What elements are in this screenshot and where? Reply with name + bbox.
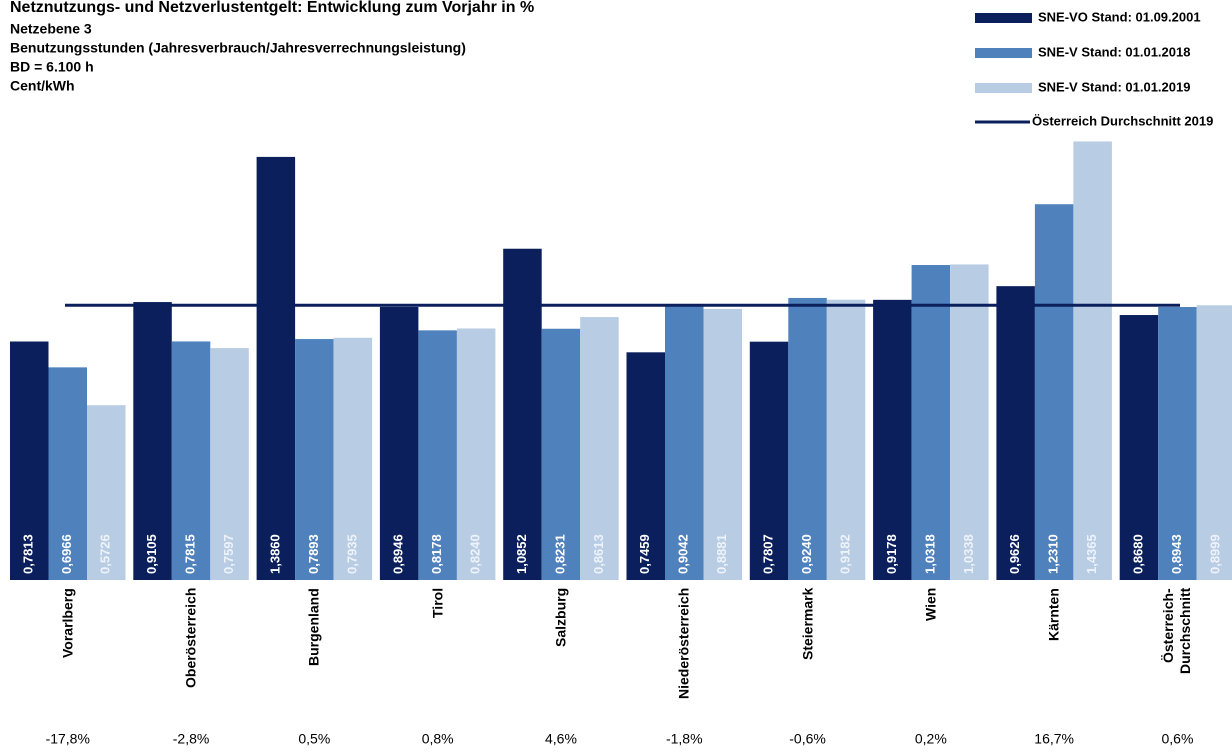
- value-label: 0,7893: [306, 534, 321, 574]
- value-label: 0,8613: [591, 534, 606, 574]
- value-label: 0,7935: [344, 534, 359, 574]
- value-label: 0,8946: [391, 534, 406, 574]
- bar: [826, 299, 866, 580]
- value-label: 0,7597: [221, 534, 236, 574]
- bar: [333, 337, 373, 580]
- value-label: 0,9105: [144, 534, 159, 574]
- bar: [1196, 305, 1232, 580]
- value-label: 0,8881: [714, 534, 729, 574]
- annotation: 16,7%: [1034, 731, 1074, 747]
- bar: [541, 328, 581, 580]
- bar: [418, 330, 457, 580]
- bar: [873, 299, 912, 580]
- x-tick-label: Österreich- Durchschnitt: [1160, 588, 1194, 675]
- value-label: 0,5726: [98, 534, 113, 574]
- legend-swatch: [975, 83, 1032, 93]
- annotation: 0,2%: [915, 731, 947, 747]
- value-label: 0,7815: [182, 534, 197, 574]
- x-tick-label: Oberösterreich: [182, 588, 199, 689]
- x-tick-label: Kärnten: [1045, 588, 1062, 641]
- subtitle: Benutzungsstunden (Jahresverbrauch/Jahre…: [10, 40, 466, 56]
- subtitle: Cent/kWh: [10, 78, 75, 94]
- x-tick-label: Niederösterreich: [675, 588, 692, 700]
- bar: [503, 248, 542, 580]
- value-label: 1,3860: [267, 534, 282, 574]
- value-label: 1,2310: [1046, 534, 1061, 574]
- subtitle: Netzebene 3: [10, 21, 92, 37]
- annotation: -2,8%: [173, 731, 210, 747]
- x-tick-label: Tirol: [429, 588, 446, 619]
- bar: [379, 306, 419, 580]
- value-label: 0,8178: [429, 534, 444, 574]
- annotation: -17,8%: [46, 731, 90, 747]
- value-label: 0,8231: [552, 534, 567, 574]
- bar: [665, 303, 704, 580]
- legend-swatch: [975, 48, 1032, 58]
- bar: [1034, 204, 1074, 580]
- value-label: 1,0852: [514, 534, 529, 574]
- legend-label: SNE-V Stand: 01.01.2018: [1038, 44, 1190, 59]
- bar: [580, 317, 619, 580]
- bar: [87, 405, 126, 580]
- legend-label: Österreich Durchschnitt 2019: [1032, 113, 1213, 128]
- subtitle: BD = 6.100 h: [10, 59, 94, 75]
- value-label: 0,9240: [799, 534, 814, 574]
- value-label: 0,8680: [1130, 534, 1145, 574]
- bar: [950, 264, 989, 580]
- bar: [171, 341, 211, 580]
- value-label: 0,6966: [59, 534, 74, 574]
- bar: [133, 302, 172, 580]
- bar: [295, 339, 334, 580]
- bar: [1158, 307, 1197, 580]
- bar: [788, 297, 827, 580]
- value-label: 0,8999: [1207, 534, 1222, 574]
- bar: [626, 352, 665, 580]
- value-label: 0,9182: [837, 534, 852, 574]
- bar: [256, 156, 296, 580]
- annotation: -0,6%: [789, 731, 826, 747]
- value-label: 1,0338: [961, 534, 976, 574]
- value-label: 0,7813: [21, 534, 36, 574]
- value-label: 0,8943: [1169, 534, 1184, 574]
- bar: [48, 367, 87, 580]
- annotation: -1,8%: [666, 731, 703, 747]
- legend-swatch: [975, 13, 1032, 23]
- legend-label: SNE-VO Stand: 01.09.2001: [1038, 9, 1201, 24]
- bar: [996, 286, 1035, 580]
- annotation: 4,6%: [545, 731, 577, 747]
- bar: [456, 328, 496, 580]
- annotation: 0,6%: [1161, 731, 1193, 747]
- value-label: 0,7459: [637, 534, 652, 574]
- bar: [1119, 315, 1159, 580]
- bar: [10, 341, 49, 580]
- value-label: 0,7807: [760, 534, 775, 574]
- value-label: 0,8240: [468, 534, 483, 574]
- chart-title: Netznutzungs- und Netzverlustentgelt: En…: [10, 0, 534, 16]
- legend-label: SNE-V Stand: 01.01.2019: [1038, 79, 1190, 94]
- bar: [210, 348, 249, 580]
- bar: [749, 341, 789, 580]
- x-tick-label: Salzburg: [552, 588, 569, 648]
- x-tick-label: Wien: [922, 588, 939, 622]
- annotation: 0,8%: [422, 731, 454, 747]
- value-label: 0,9626: [1007, 534, 1022, 574]
- annotation: 0,5%: [298, 731, 330, 747]
- value-label: 1,0318: [922, 534, 937, 574]
- value-label: 0,9042: [676, 534, 691, 574]
- bar: [911, 265, 951, 580]
- x-tick-label: Steiermark: [799, 588, 816, 661]
- x-tick-label: Vorarlberg: [59, 588, 76, 658]
- value-label: 0,9178: [884, 534, 899, 574]
- bar: [1073, 141, 1112, 580]
- x-tick-label: Burgenland: [305, 588, 322, 666]
- value-label: 1,4365: [1084, 534, 1099, 574]
- bar: [703, 308, 742, 580]
